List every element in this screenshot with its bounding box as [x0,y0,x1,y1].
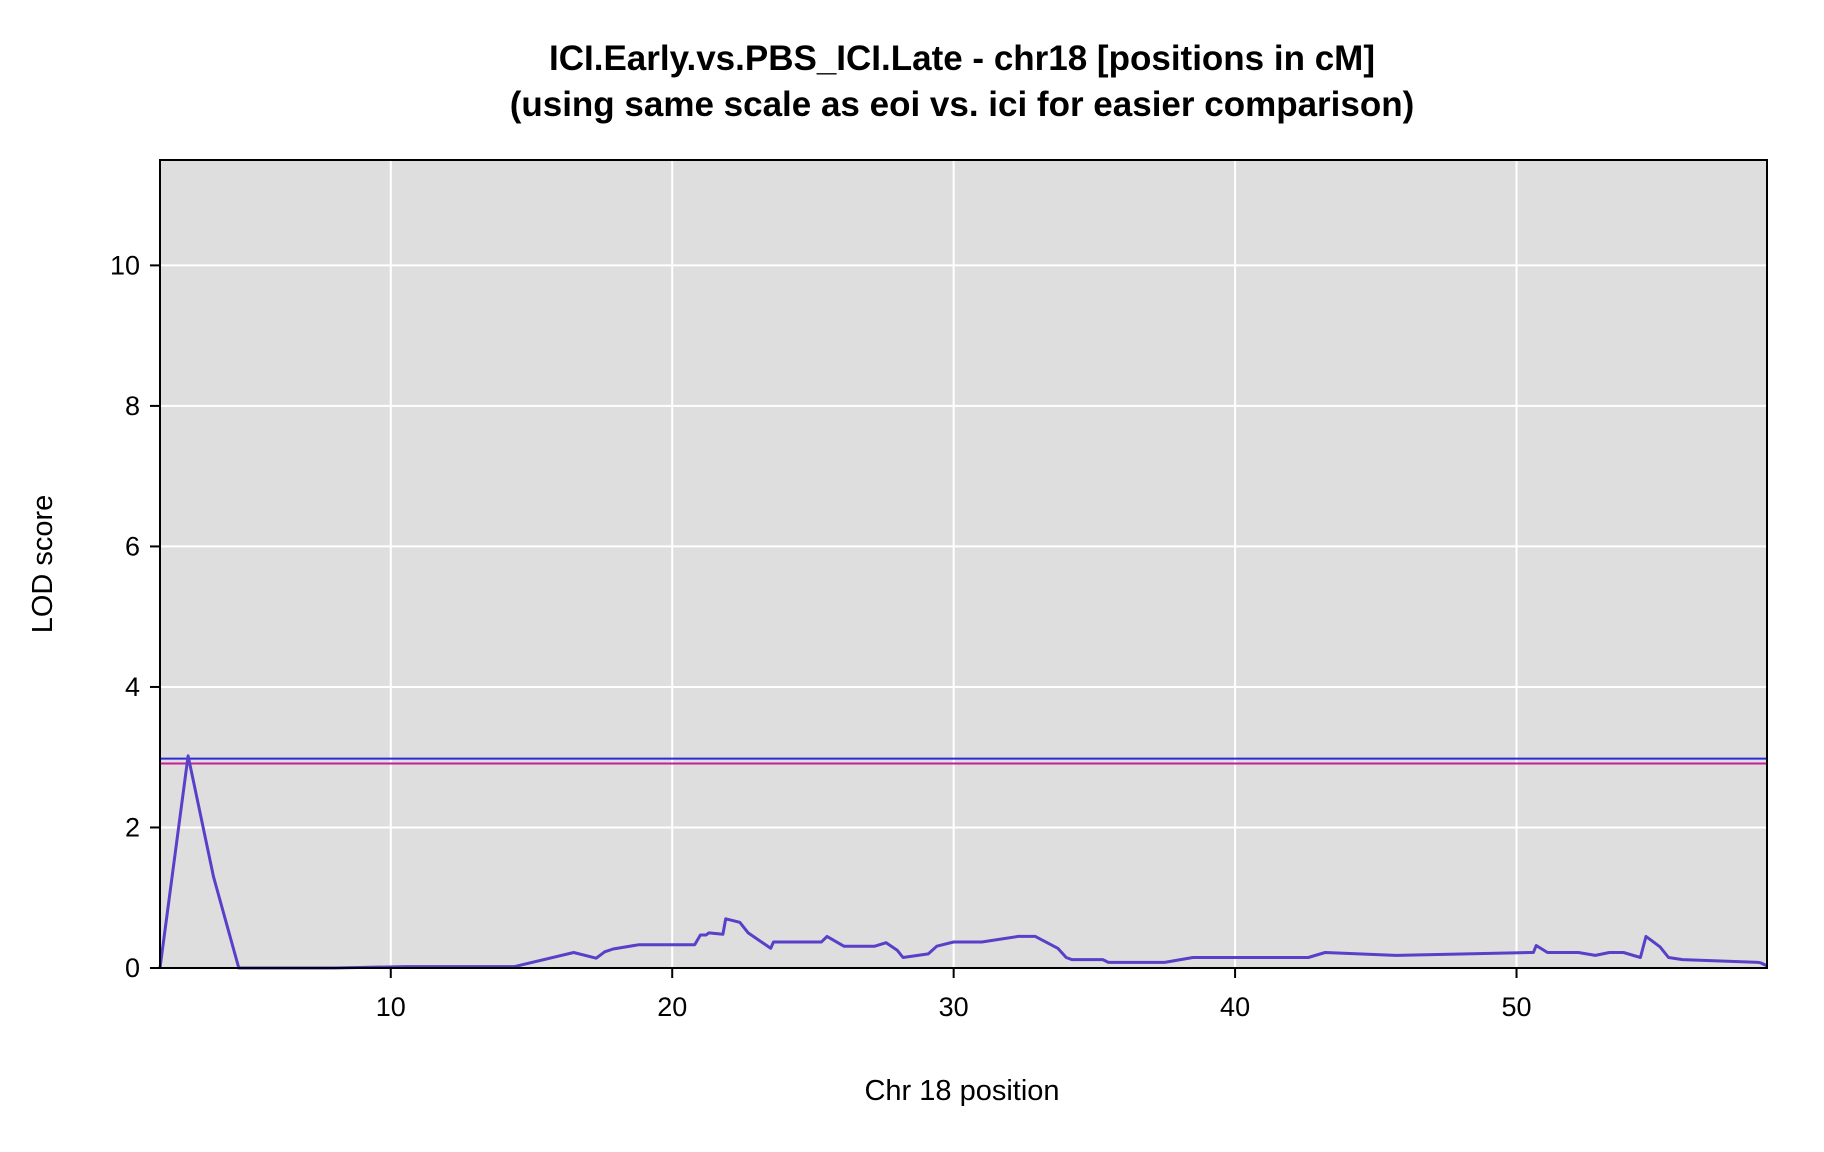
y-tick-label: 6 [125,531,140,561]
threshold-lines [160,757,1767,765]
plot-frame [159,159,1768,969]
x-tick-label: 10 [376,992,406,1022]
y-tick-label: 4 [125,672,140,702]
y-tick-label: 10 [110,250,140,280]
y-axis-ticks: 0 2 4 6 8 10 [110,250,160,983]
x-axis-label: Chr 18 position [864,1075,1059,1107]
y-tick-label: 8 [125,391,140,421]
y-tick-label: 2 [125,812,140,842]
series-line-lod [158,754,1768,970]
plot-panel [160,160,1767,968]
y-axis-label: LOD score [27,495,59,634]
x-axis-ticks: 10 20 30 40 50 [376,968,1532,1022]
x-tick-label: 50 [1501,992,1531,1022]
x-tick-label: 20 [657,992,687,1022]
y-tick-label: 0 [125,953,140,983]
chart-title: ICI.Early.vs.PBS_ICI.Late - chr18 [posit… [549,39,1375,78]
x-tick-label: 30 [939,992,969,1022]
chart-subtitle: (using same scale as eoi vs. ici for eas… [510,85,1415,124]
x-tick-label: 40 [1220,992,1250,1022]
